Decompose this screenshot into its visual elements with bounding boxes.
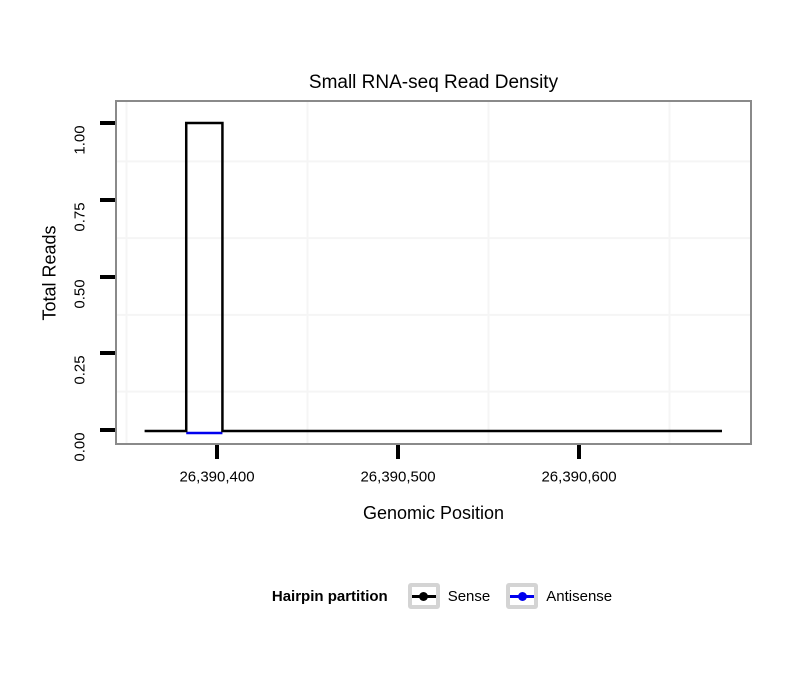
y-axis-title: Total Reads [39, 225, 60, 321]
plot-panel [115, 100, 752, 445]
x-axis-tick [396, 445, 400, 459]
legend-key-dot-icon [517, 591, 527, 601]
y-tick-label: 0.25 [71, 355, 89, 385]
legend-title: Hairpin partition [271, 587, 388, 605]
y-axis-tick [100, 197, 115, 202]
y-tick-label: 0.50 [71, 278, 89, 309]
legend-key-dot-icon [419, 591, 429, 601]
x-axis-tick [577, 445, 581, 459]
y-axis-tick [100, 428, 115, 432]
legend-key [407, 583, 440, 609]
x-axis-tick [215, 445, 219, 459]
legend-entry: Sense [407, 583, 491, 609]
legend-key [506, 583, 539, 609]
legend-label: Sense [447, 587, 491, 605]
y-tick-label: 1.00 [71, 125, 89, 155]
plot-area-svg [117, 102, 750, 443]
y-axis-tick [100, 351, 115, 356]
y-axis-tick [100, 274, 115, 279]
x-tick-label: 26,390,500 [360, 468, 436, 486]
y-axis-tick [100, 121, 115, 125]
legend-entry: Antisense [506, 583, 612, 609]
x-axis-title: Genomic Position [362, 503, 505, 523]
x-tick-label: 26,390,400 [179, 468, 255, 486]
legend-label: Antisense [546, 587, 613, 605]
x-tick-label: 26,390,600 [541, 468, 617, 486]
sense-step-line [144, 121, 722, 433]
chart-title: Small RNA-seq Read Density [308, 72, 559, 93]
legend: Hairpin partition Sense Antisense [37, 581, 810, 611]
y-tick-label: 0.75 [71, 202, 89, 232]
y-tick-label: 0.00 [71, 432, 89, 462]
legend-entries: Sense Antisense [407, 583, 612, 609]
